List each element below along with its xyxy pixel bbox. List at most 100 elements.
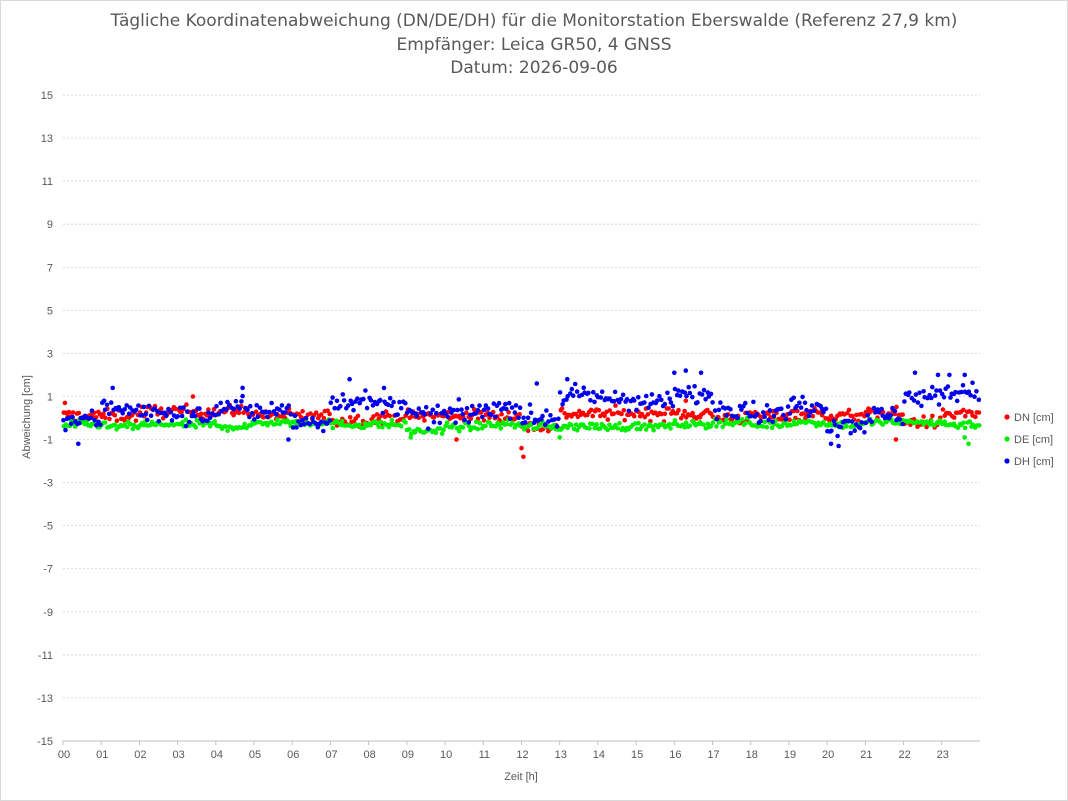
y-tick-label: -13 bbox=[37, 693, 53, 705]
data-point-2 bbox=[692, 384, 697, 389]
data-point-1 bbox=[457, 428, 462, 434]
data-point-2 bbox=[548, 413, 553, 418]
data-point-2 bbox=[708, 391, 714, 397]
data-point-2 bbox=[835, 433, 840, 439]
data-point-0 bbox=[800, 411, 806, 416]
data-point-2 bbox=[368, 397, 374, 403]
data-point-2 bbox=[821, 409, 826, 415]
data-point-2 bbox=[591, 389, 596, 395]
data-point-2 bbox=[646, 405, 651, 411]
data-point-2 bbox=[169, 418, 175, 423]
data-point-2 bbox=[932, 393, 938, 398]
data-point-0 bbox=[690, 410, 695, 416]
data-point-2 bbox=[102, 407, 108, 413]
data-point-2 bbox=[506, 400, 512, 406]
data-point-0 bbox=[521, 454, 526, 460]
data-point-2 bbox=[108, 400, 114, 405]
data-point-1 bbox=[493, 424, 499, 429]
x-tick-label: 02 bbox=[134, 749, 146, 761]
y-tick-label: 9 bbox=[47, 219, 53, 231]
data-point-2 bbox=[930, 384, 935, 390]
data-point-2 bbox=[712, 408, 718, 413]
data-point-2 bbox=[363, 388, 368, 393]
data-point-2 bbox=[389, 403, 394, 409]
data-point-2 bbox=[437, 420, 443, 426]
data-point-1 bbox=[466, 423, 472, 429]
data-point-2 bbox=[66, 415, 72, 421]
data-point-0 bbox=[371, 414, 376, 419]
data-point-1 bbox=[643, 427, 649, 432]
data-point-2 bbox=[907, 390, 912, 395]
data-point-0 bbox=[76, 410, 82, 416]
data-point-2 bbox=[941, 395, 947, 400]
data-point-2 bbox=[477, 403, 482, 408]
data-point-2 bbox=[485, 406, 491, 411]
data-point-2 bbox=[947, 372, 952, 378]
data-point-2 bbox=[599, 389, 605, 395]
data-point-1 bbox=[180, 420, 185, 425]
data-point-1 bbox=[667, 421, 672, 427]
data-point-1 bbox=[598, 426, 603, 431]
data-point-2 bbox=[863, 420, 869, 426]
data-point-1 bbox=[130, 426, 136, 432]
data-point-1 bbox=[504, 421, 510, 427]
data-point-2 bbox=[205, 418, 210, 424]
x-tick-label: 07 bbox=[325, 749, 337, 761]
data-point-0 bbox=[62, 400, 68, 406]
data-point-1 bbox=[387, 422, 393, 427]
data-point-1 bbox=[477, 420, 483, 426]
data-point-2 bbox=[391, 399, 396, 405]
data-point-0 bbox=[422, 418, 427, 423]
data-point-0 bbox=[622, 417, 627, 423]
data-point-0 bbox=[596, 407, 602, 413]
data-point-1 bbox=[718, 419, 723, 425]
data-point-2 bbox=[61, 417, 66, 423]
data-point-2 bbox=[512, 410, 518, 415]
data-point-2 bbox=[921, 389, 926, 394]
data-point-1 bbox=[880, 422, 886, 427]
data-point-0 bbox=[850, 413, 855, 419]
data-point-2 bbox=[791, 395, 796, 401]
x-tick-label: 21 bbox=[860, 749, 872, 761]
data-point-0 bbox=[921, 414, 926, 419]
data-point-1 bbox=[668, 426, 673, 431]
data-point-0 bbox=[313, 410, 319, 416]
x-tick-label: 13 bbox=[555, 749, 567, 761]
data-point-2 bbox=[218, 400, 223, 406]
legend-label: DE [cm] bbox=[1014, 434, 1053, 446]
data-point-1 bbox=[714, 424, 719, 429]
data-point-2 bbox=[330, 395, 335, 400]
data-point-1 bbox=[565, 425, 570, 431]
data-point-2 bbox=[770, 419, 775, 425]
data-point-0 bbox=[973, 414, 978, 420]
data-point-2 bbox=[136, 403, 141, 408]
data-point-2 bbox=[670, 403, 676, 409]
data-point-0 bbox=[613, 403, 618, 408]
data-point-2 bbox=[668, 400, 674, 405]
data-point-1 bbox=[225, 428, 230, 434]
legend-marker bbox=[1004, 436, 1010, 442]
data-point-2 bbox=[321, 428, 326, 434]
data-point-2 bbox=[240, 385, 245, 391]
data-point-2 bbox=[528, 410, 534, 416]
data-point-2 bbox=[698, 370, 704, 376]
data-point-2 bbox=[290, 425, 296, 430]
data-point-2 bbox=[509, 405, 515, 410]
data-point-2 bbox=[156, 419, 162, 424]
data-point-2 bbox=[286, 437, 291, 442]
data-point-0 bbox=[232, 410, 238, 416]
data-point-2 bbox=[743, 400, 748, 406]
data-point-0 bbox=[666, 406, 671, 411]
data-point-0 bbox=[810, 413, 816, 419]
data-point-2 bbox=[315, 425, 321, 430]
data-point-0 bbox=[321, 415, 327, 421]
data-point-2 bbox=[224, 407, 229, 412]
data-point-2 bbox=[527, 402, 533, 407]
data-point-1 bbox=[330, 425, 336, 431]
data-point-0 bbox=[468, 416, 474, 422]
data-point-2 bbox=[737, 403, 743, 409]
y-tick-label: 3 bbox=[47, 348, 53, 360]
data-point-2 bbox=[141, 404, 147, 410]
y-tick-label: -3 bbox=[43, 478, 53, 490]
data-point-2 bbox=[937, 388, 943, 393]
